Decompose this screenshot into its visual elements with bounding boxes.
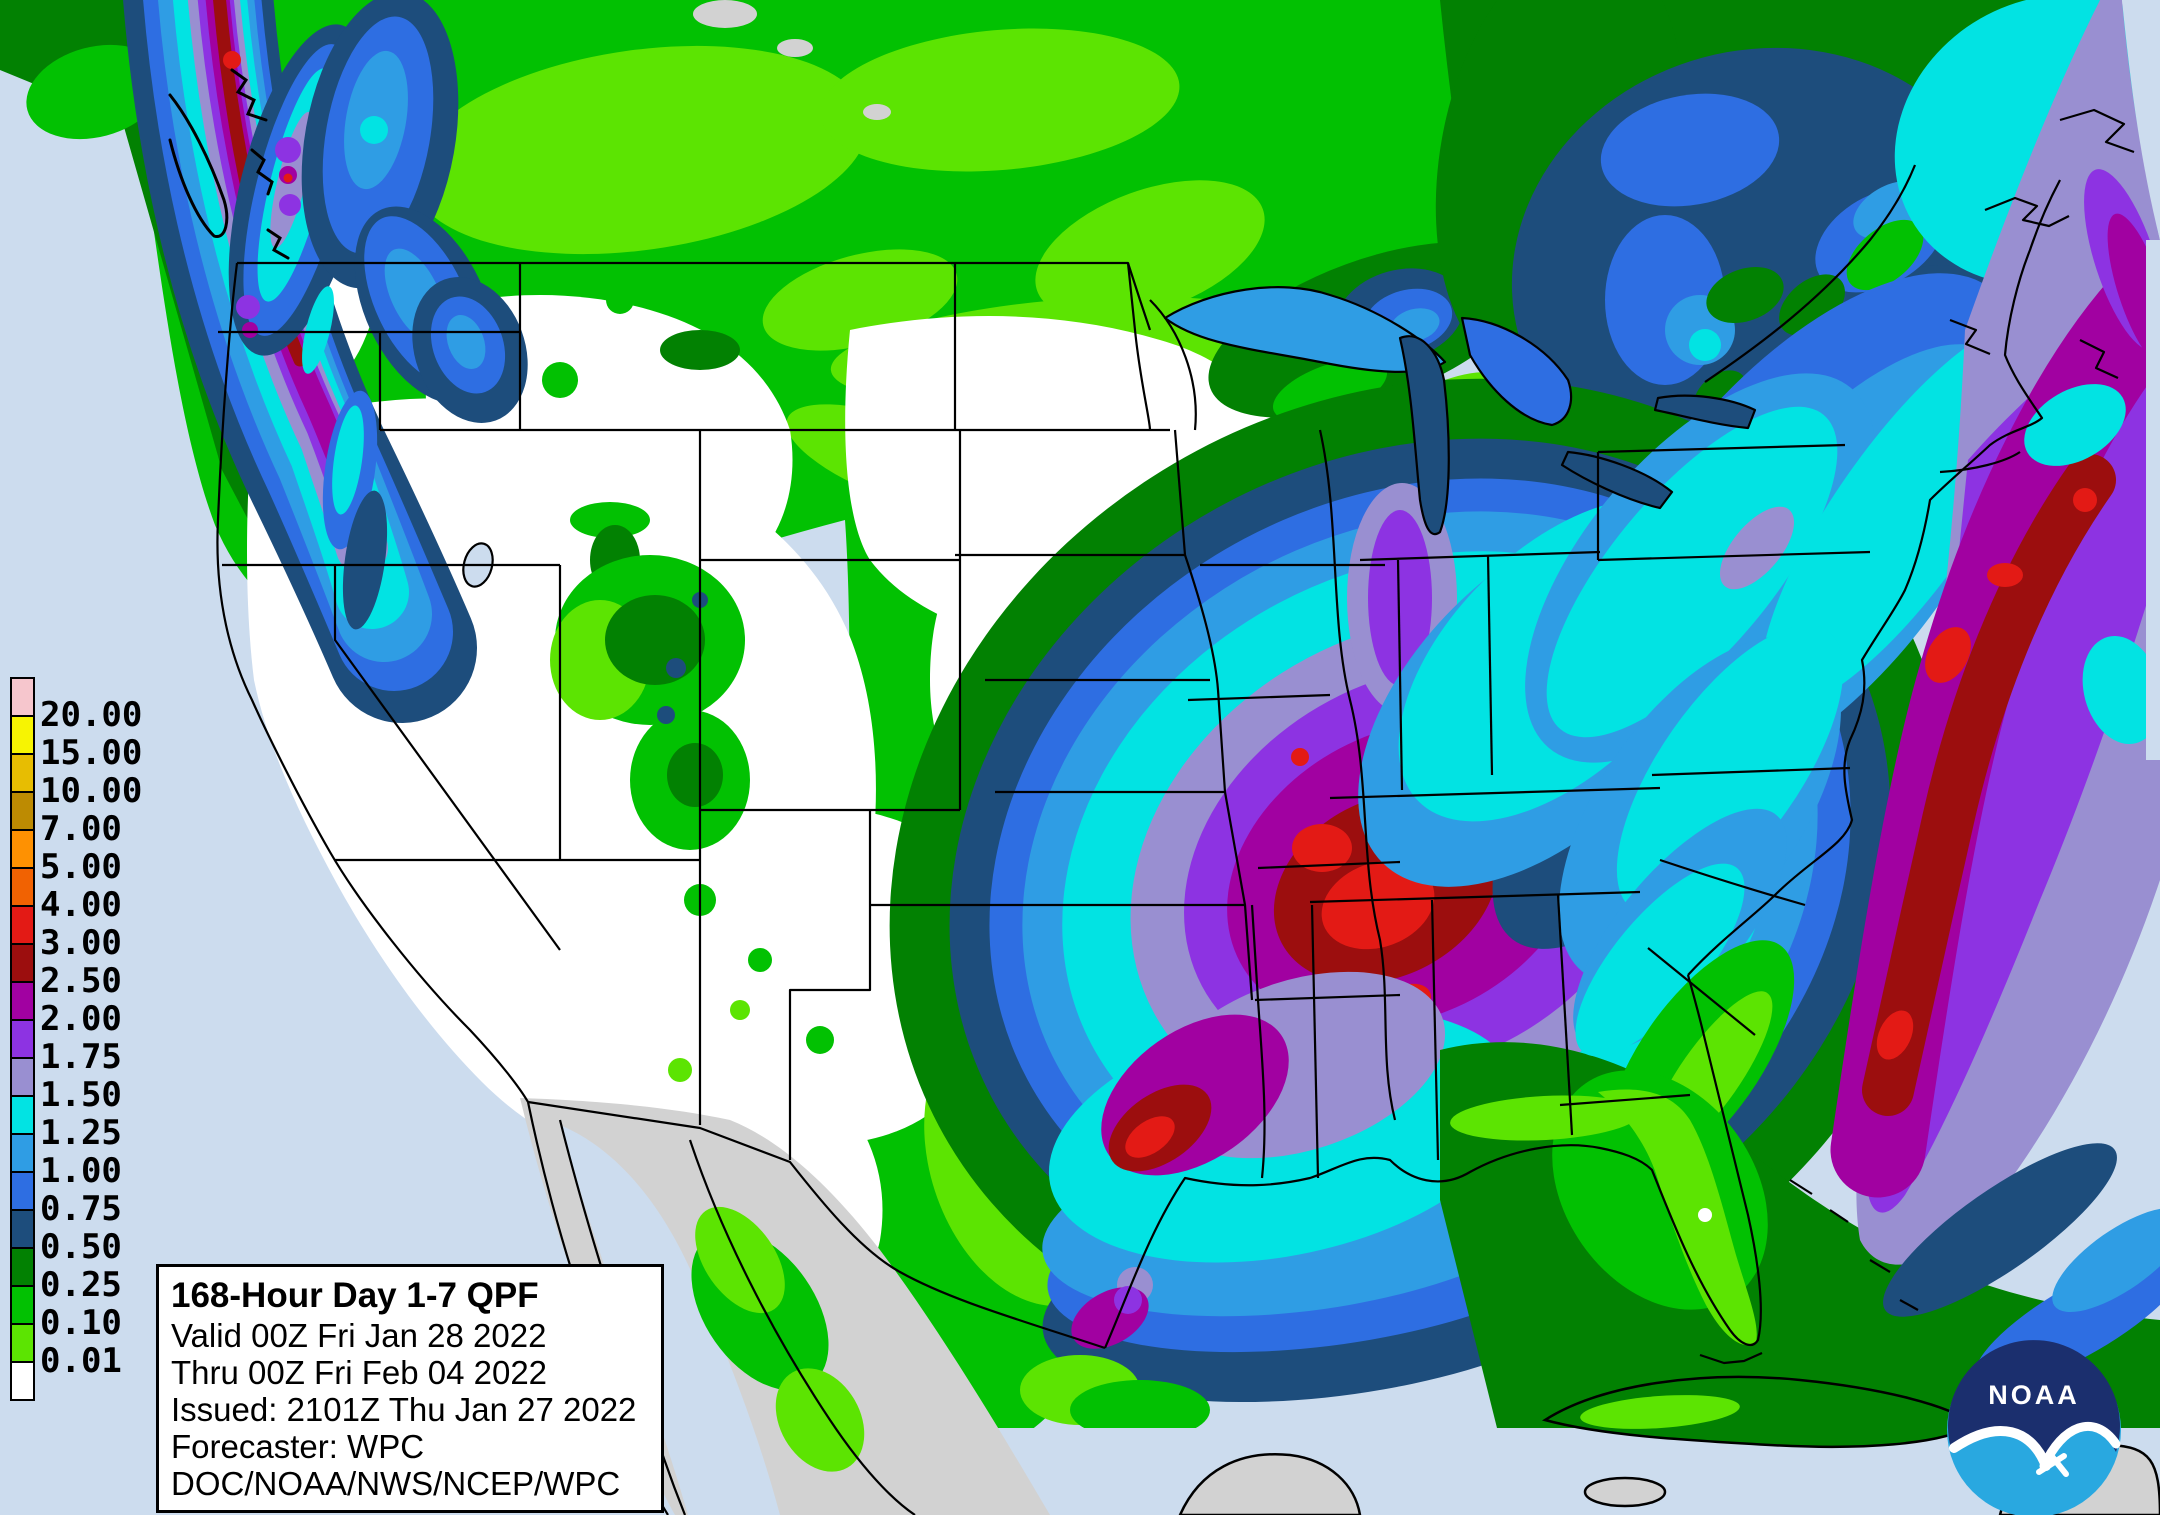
- map-borders: [216, 108, 2135, 1515]
- legend-label: 10.00: [40, 771, 143, 811]
- legend-swatch: [10, 1285, 35, 1325]
- jamaica-island: [1583, 1476, 1667, 1508]
- legend-swatch: [10, 829, 35, 869]
- legend-label: 15.00: [40, 733, 143, 773]
- legend-label: 0.10: [40, 1303, 122, 1343]
- lake-erie: [1560, 450, 1674, 510]
- info-line: Thru 00Z Fri Feb 04 2022: [171, 1354, 548, 1391]
- info-line: Forecaster: WPC: [171, 1428, 425, 1465]
- legend-label: 20.00: [40, 695, 143, 735]
- info-box: 168-Hour Day 1-7 QPF Valid 00Z Fri Jan 2…: [156, 1264, 664, 1513]
- lake-huron: [1460, 316, 1573, 427]
- legend-swatch: [10, 1323, 35, 1363]
- legend-swatch: [10, 1171, 35, 1211]
- lake-superior: [1163, 286, 1447, 373]
- legend-swatch: [10, 1019, 35, 1059]
- info-box-lines: Valid 00Z Fri Jan 28 2022 Thru 00Z Fri Fe…: [171, 1317, 649, 1502]
- legend-label: 3.00: [40, 923, 122, 963]
- legend-label: 0.01: [40, 1341, 122, 1381]
- legend-swatch: [10, 1247, 35, 1287]
- info-line: DOC/NOAA/NWS/NCEP/WPC: [171, 1465, 621, 1502]
- legend-label: 4.00: [40, 885, 122, 925]
- legend-label: 1.25: [40, 1113, 122, 1153]
- legend-label: 1.50: [40, 1075, 122, 1115]
- region-appalachian-bands: [1358, 273, 2049, 984]
- lake-ontario: [1653, 394, 1757, 430]
- legend-label: 0.75: [40, 1189, 122, 1229]
- legend-swatch: [10, 753, 35, 793]
- noaa-logo-label: NOAA: [1988, 1380, 2080, 1410]
- info-box-title: 168-Hour Day 1-7 QPF: [171, 1276, 539, 1315]
- legend-swatch: [10, 791, 35, 831]
- legend-swatch: [10, 715, 35, 755]
- legend-swatch: [10, 1133, 35, 1173]
- legend-swatch: [10, 1095, 35, 1135]
- legend-swatch: [10, 867, 35, 907]
- info-line: Valid 00Z Fri Jan 28 2022: [171, 1317, 547, 1354]
- noaa-gull-icon: [1949, 1426, 2051, 1471]
- legend-label: 1.00: [40, 1151, 122, 1191]
- legend-swatch: [10, 677, 35, 717]
- legend-swatch: [10, 943, 35, 983]
- noaa-gull-icon: [2036, 1451, 2069, 1477]
- region-western-mountain-bands: [123, 0, 528, 723]
- legend-label: 0.50: [40, 1227, 122, 1267]
- legend-label: 0.25: [40, 1265, 122, 1305]
- legend-swatch: [10, 981, 35, 1021]
- legend-swatch-column: [10, 677, 35, 1401]
- noaa-logo: NOAA: [1944, 1340, 2124, 1515]
- legend-label: 7.00: [40, 809, 122, 849]
- legend-label: 1.75: [40, 1037, 122, 1077]
- legend-label: 2.00: [40, 999, 122, 1039]
- legend-swatch: [10, 1361, 35, 1401]
- legend-swatch: [10, 1057, 35, 1097]
- legend-swatch: [10, 1209, 35, 1249]
- info-line: Issued: 2101Z Thu Jan 27 2022: [171, 1391, 637, 1428]
- region-atlantic-storm: [1830, 0, 2160, 1265]
- legend-swatch: [10, 905, 35, 945]
- lake-michigan: [1398, 335, 1450, 536]
- legend-label: 5.00: [40, 847, 122, 887]
- legend-label: 2.50: [40, 961, 122, 1001]
